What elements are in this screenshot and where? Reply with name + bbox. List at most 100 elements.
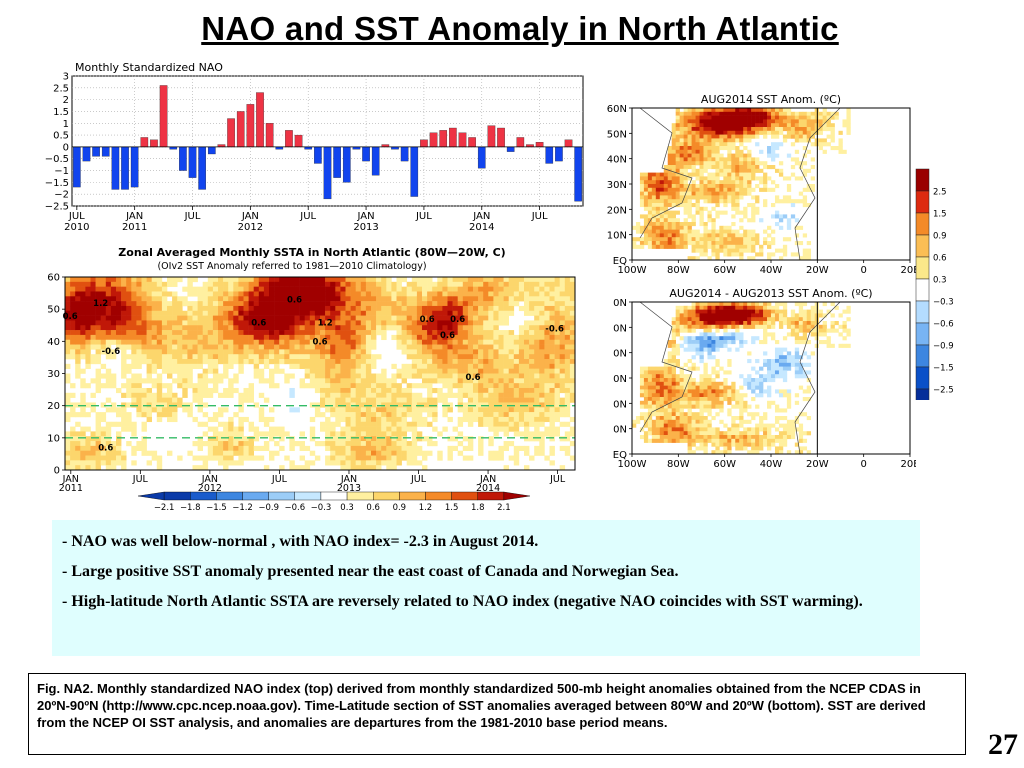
map2-cell [671, 347, 676, 352]
map2-cell [671, 340, 676, 345]
map2-cell [655, 374, 661, 379]
zonal-cell [314, 455, 321, 461]
zonal-cell [518, 363, 525, 369]
zonal-cell [151, 301, 158, 307]
map1-cell [691, 115, 696, 120]
zonal-cell [136, 301, 142, 307]
zonal-cell [406, 291, 413, 297]
zonal-cell [95, 305, 101, 312]
zonal-cell [391, 455, 397, 461]
zonal-cell [376, 354, 382, 360]
map1-cell [663, 191, 669, 196]
map1-cell [647, 203, 653, 208]
zonal-cell [289, 387, 295, 394]
zonal-cell [141, 349, 147, 355]
zonal-cell [539, 407, 545, 413]
zonal-cell [136, 344, 142, 350]
map1-cell [802, 172, 808, 177]
zonal-cell [473, 320, 479, 326]
zonal-cell [564, 436, 571, 442]
zonal-cell [187, 373, 193, 379]
map2-cell [691, 324, 696, 329]
zonal-colorbar-cell [477, 491, 505, 501]
map1-cell [782, 119, 788, 124]
zonal-cell [518, 368, 525, 374]
zonal-cell [207, 310, 214, 316]
zonal-cell [355, 373, 362, 379]
zonal-cell [309, 378, 316, 384]
map1-cell [774, 195, 780, 200]
zonal-cell [406, 301, 413, 307]
zonal-cell [243, 416, 249, 423]
zonal-cell [90, 325, 96, 331]
zonal-cell [442, 383, 448, 389]
zonal-cell [513, 392, 520, 398]
zonal-cell [269, 450, 275, 456]
zonal-cell [340, 315, 346, 321]
zonal-cell [131, 315, 137, 321]
map1-cell [683, 172, 688, 177]
map1-cell [782, 123, 788, 128]
map1-cell [830, 115, 835, 120]
zonal-cell [564, 392, 571, 398]
zonal-cell [65, 281, 71, 287]
zonal-cell [422, 402, 428, 408]
map1-cell [719, 241, 724, 246]
zonal-cell [529, 392, 535, 398]
zonal-cell [233, 301, 239, 307]
map2-cell [687, 324, 692, 329]
zonal-cell [539, 397, 545, 403]
zonal-cell [345, 325, 351, 331]
zonal-cell [467, 325, 474, 331]
map2-cell [683, 305, 688, 310]
zonal-cell [529, 397, 535, 403]
zonal-cell [212, 431, 219, 437]
zonal-cell [350, 431, 356, 437]
map1-lat-label: 20N [607, 205, 627, 216]
map1-cell [679, 195, 684, 200]
map1-cell [651, 233, 657, 238]
zonal-cell [529, 339, 535, 345]
map1-cell [747, 161, 752, 166]
zonal-cell [396, 421, 402, 427]
zonal-cell [65, 330, 71, 336]
map1-cell [739, 248, 744, 253]
zonal-cell [177, 354, 183, 360]
zonal-cell [212, 368, 219, 374]
map1-cell [802, 187, 808, 192]
zonal-cell [544, 431, 550, 437]
zonal-cell [381, 291, 387, 297]
zonal-cell [478, 296, 484, 302]
zonal-cell [345, 373, 351, 379]
zonal-cell [314, 383, 321, 389]
map1-cell [679, 191, 684, 196]
map2-cell [643, 438, 649, 443]
map1-cell [675, 172, 680, 177]
zonal-cell [75, 325, 81, 331]
zonal-cell [75, 334, 81, 341]
zonal-cell [564, 363, 571, 369]
zonal-cell [284, 431, 290, 437]
map2-cell [655, 416, 661, 421]
zonal-cell [391, 387, 397, 394]
zonal-cell [320, 334, 326, 341]
map2-cell [687, 416, 692, 421]
zonal-colorbar-label: 1.2 [419, 503, 433, 513]
zonal-cell [269, 339, 275, 345]
map1-cell [667, 146, 673, 151]
zonal-cell [274, 286, 280, 292]
zonal-cell [161, 291, 168, 297]
zonal-cell [100, 455, 107, 461]
map1-cell [667, 222, 673, 227]
zonal-cell [131, 286, 137, 292]
zonal-cell [105, 286, 112, 292]
zonal-cell [146, 296, 152, 302]
map1-cell [703, 180, 708, 185]
zonal-cell [529, 277, 535, 283]
map2-cell [655, 400, 661, 405]
map1-cell [830, 123, 835, 128]
zonal-cell [167, 320, 173, 326]
map1-cell [703, 252, 708, 257]
zonal-cell [218, 301, 224, 307]
zonal-cell [156, 455, 163, 461]
